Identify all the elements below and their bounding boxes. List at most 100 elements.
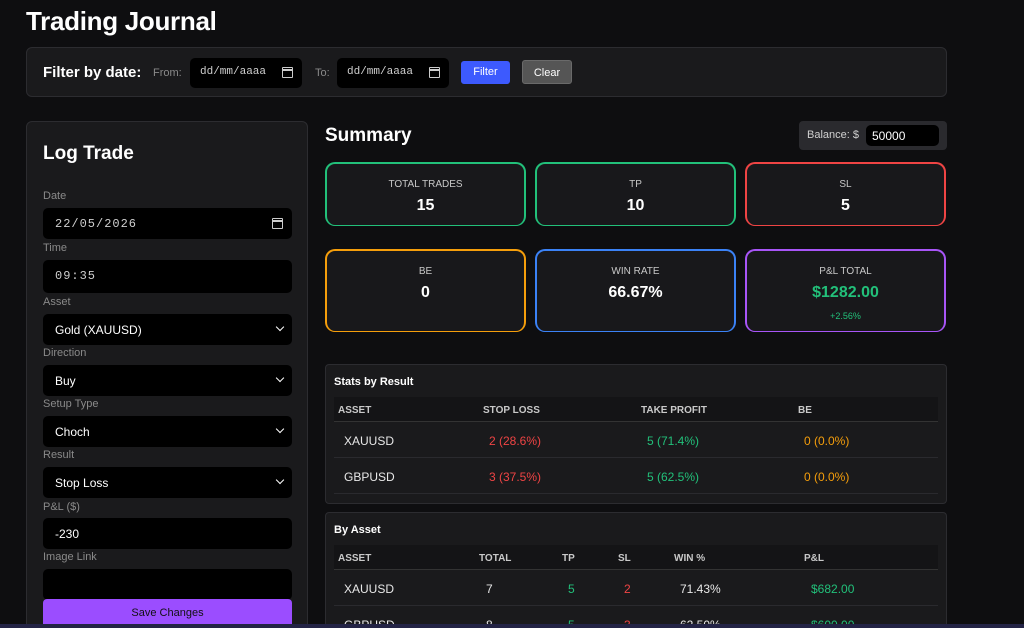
- chevron-down-icon: [275, 373, 285, 383]
- table-header: ASSET TOTAL TP SL WIN % P&L: [334, 545, 938, 570]
- direction-label: Direction: [43, 347, 87, 359]
- card-value: $1282.00: [812, 284, 879, 301]
- asset-value: Gold (XAUUSD): [55, 323, 142, 337]
- table-row: XAUUSD 2 (28.6%) 5 (71.4%) 0 (0.0%): [334, 422, 938, 458]
- setup-type-value: Choch: [55, 425, 90, 439]
- chevron-down-icon: [275, 424, 285, 434]
- table-cell: 3 (37.5%): [489, 470, 542, 484]
- result-label: Result: [43, 449, 75, 461]
- be-card: BE 0: [325, 249, 526, 332]
- date-value: 22/05/2026: [55, 217, 138, 231]
- card-label: SL: [839, 179, 852, 190]
- log-trade-panel: Log Trade Date 22/05/2026 Time 09:35 Ass…: [26, 121, 308, 628]
- table-cell: $600.00: [811, 618, 855, 628]
- table-row: XAUUSD 7 5 2 71.43% $682.00: [334, 570, 938, 606]
- column-header: BE: [798, 405, 812, 416]
- chevron-down-icon: [275, 322, 285, 332]
- pnl-label: P&L ($): [43, 501, 80, 513]
- setup-type-select[interactable]: Choch: [43, 416, 292, 447]
- bottom-scroll-edge: [0, 624, 1024, 628]
- image-link-label: Image Link: [43, 551, 97, 563]
- table-cell: 3: [624, 618, 631, 628]
- from-date-placeholder: dd/mm/aaaa: [200, 66, 267, 78]
- column-header: ASSET: [338, 405, 372, 416]
- table-cell: 5 (62.5%): [647, 470, 700, 484]
- card-label: TP: [629, 179, 642, 190]
- column-header: P&L: [804, 553, 824, 564]
- table-cell: 5: [568, 618, 575, 628]
- balance-input[interactable]: 50000: [866, 125, 939, 146]
- clear-button[interactable]: Clear: [522, 60, 572, 84]
- from-label: From:: [153, 67, 182, 79]
- table-cell: 5 (71.4%): [647, 434, 700, 448]
- column-header: TAKE PROFIT: [641, 405, 707, 416]
- time-value: 09:35: [55, 269, 97, 283]
- table-cell: 7: [486, 582, 493, 596]
- balance-value: 50000: [872, 129, 906, 143]
- setup-type-label: Setup Type: [43, 398, 99, 410]
- result-select[interactable]: Stop Loss: [43, 467, 292, 498]
- table-cell: 62.50%: [680, 618, 721, 628]
- filter-label: Filter by date:: [43, 64, 142, 81]
- table-cell: 0 (0.0%): [804, 434, 850, 448]
- table-cell: XAUUSD: [344, 582, 395, 596]
- table-cell: XAUUSD: [344, 434, 395, 448]
- to-date-input[interactable]: dd/mm/aaaa: [337, 58, 449, 88]
- save-changes-button[interactable]: Save Changes: [43, 599, 292, 627]
- pnl-input[interactable]: -230: [43, 518, 292, 549]
- card-value: 15: [416, 197, 435, 214]
- by-asset-panel: By Asset ASSET TOTAL TP SL WIN % P&L XAU…: [325, 512, 947, 628]
- image-link-input[interactable]: [43, 569, 292, 600]
- table-cell: 71.43%: [680, 582, 721, 596]
- table-cell: 2: [624, 582, 631, 596]
- pnl-total-card: P&L TOTAL $1282.00 +2.56%: [745, 249, 946, 332]
- table-cell: 0 (0.0%): [804, 470, 850, 484]
- win-rate-card: WIN RATE 66.67%: [535, 249, 736, 332]
- column-header: WIN %: [674, 553, 706, 564]
- summary-title: Summary: [325, 125, 412, 146]
- table-header: ASSET STOP LOSS TAKE PROFIT BE: [334, 397, 938, 422]
- table-cell: 2 (28.6%): [489, 434, 542, 448]
- column-header: SL: [618, 553, 631, 564]
- table-row: GBPUSD 3 (37.5%) 5 (62.5%) 0 (0.0%): [334, 458, 938, 494]
- calendar-icon[interactable]: [429, 67, 440, 78]
- chevron-down-icon: [275, 475, 285, 485]
- card-subvalue: +2.56%: [830, 311, 861, 321]
- asset-select[interactable]: Gold (XAUUSD): [43, 314, 292, 345]
- table-title: Stats by Result: [334, 376, 414, 388]
- sl-card: SL 5: [745, 162, 946, 226]
- date-input[interactable]: 22/05/2026: [43, 208, 292, 239]
- pnl-value: -230: [55, 527, 80, 541]
- card-label: BE: [418, 266, 433, 277]
- direction-select[interactable]: Buy: [43, 365, 292, 396]
- table-cell: GBPUSD: [344, 470, 395, 484]
- table-row: GBPUSD 8 5 3 62.50% $600.00: [334, 606, 938, 628]
- page-title: Trading Journal: [26, 6, 217, 36]
- time-label: Time: [43, 242, 68, 254]
- calendar-icon[interactable]: [282, 67, 293, 78]
- table-cell: GBPUSD: [344, 618, 395, 628]
- table-cell: $682.00: [811, 582, 855, 596]
- asset-label: Asset: [43, 296, 71, 308]
- date-filter-bar: Filter by date: From: dd/mm/aaaa To: dd/…: [26, 47, 947, 97]
- column-header: STOP LOSS: [483, 405, 540, 416]
- filter-button[interactable]: Filter: [461, 61, 510, 84]
- table-cell: 8: [486, 618, 493, 628]
- result-value: Stop Loss: [55, 476, 109, 490]
- card-value: 10: [626, 197, 645, 214]
- date-label: Date: [43, 190, 67, 202]
- calendar-icon[interactable]: [272, 218, 283, 229]
- to-label: To:: [315, 67, 330, 79]
- tp-card: TP 10: [535, 162, 736, 226]
- from-date-input[interactable]: dd/mm/aaaa: [190, 58, 302, 88]
- card-label: TOTAL TRADES: [388, 179, 463, 190]
- card-value: 5: [841, 197, 850, 214]
- card-label: WIN RATE: [611, 266, 660, 277]
- column-header: ASSET: [338, 553, 372, 564]
- log-trade-title: Log Trade: [43, 143, 134, 164]
- time-input[interactable]: 09:35: [43, 260, 292, 293]
- balance-box: Balance: $ 50000: [799, 121, 947, 150]
- balance-label: Balance: $: [807, 129, 859, 141]
- card-value: 0: [421, 284, 430, 301]
- card-label: P&L TOTAL: [819, 266, 872, 277]
